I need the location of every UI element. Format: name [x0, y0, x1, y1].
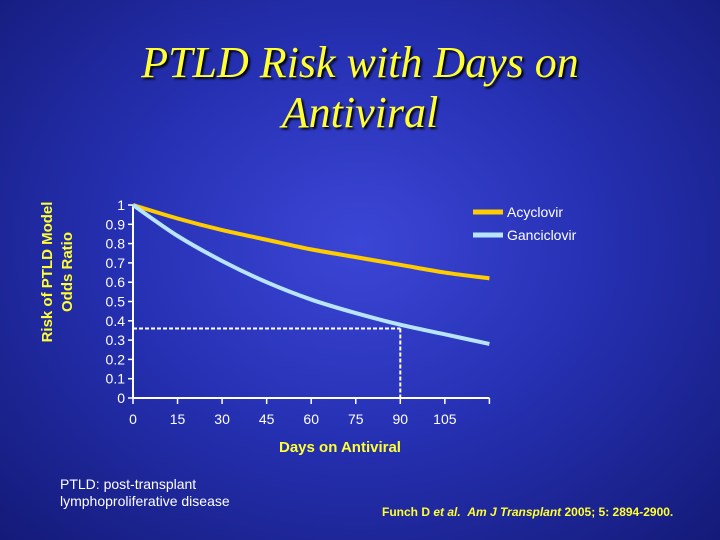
citation-details: 2005; 5: 2894-2900.: [561, 505, 674, 519]
series-line-acyclovir: [132, 203, 490, 281]
y-tick-label: 0.8: [106, 236, 126, 252]
legend-label-acyclovir: Acyclovir: [507, 204, 563, 220]
legend-label-ganciclovir: Ganciclovir: [507, 227, 577, 243]
slide-title-line-1: PTLD Risk with Days on: [141, 38, 579, 87]
y-tick-label: 0.1: [106, 371, 126, 387]
y-tick-label: 0: [117, 390, 125, 406]
series-line-ganciclovir: [131, 203, 490, 346]
x-tick-label: 45: [259, 411, 275, 427]
x-tick-label: 60: [303, 411, 319, 427]
y-tick-label: 0.6: [106, 274, 126, 290]
y-axis-label-line-2: Odds Ratio: [59, 232, 76, 312]
slide-title-line-2: Antiviral: [281, 88, 439, 137]
x-tick-label: 90: [393, 411, 409, 427]
footnote-line-2: lymphoproliferative disease: [60, 493, 230, 509]
citation: Funch D et al. Am J Transplant 2005; 5: …: [382, 505, 673, 519]
y-tick-label: 0.4: [106, 313, 126, 329]
x-tick-label: 15: [170, 411, 186, 427]
x-axis-label: Days on Antiviral: [279, 439, 401, 456]
y-tick-label: 0.7: [106, 255, 126, 271]
footnote-line-1: PTLD: post-transplant: [60, 476, 197, 492]
legend: Acyclovir Ganciclovir: [473, 204, 577, 243]
y-tick-label: 0.5: [106, 294, 126, 310]
x-tick-label: 105: [433, 411, 457, 427]
y-tick-label: 1: [117, 197, 125, 213]
y-tick-label: 0.9: [106, 216, 126, 232]
plot-area: 0 0.1 0.2 0.3 0.4 0.5 0.6 0.7 0.8 0.9 1 0 15 30 45 60 75…: [106, 197, 491, 427]
citation-etal: et al.: [433, 505, 461, 519]
y-axis-label-line-1: Risk of PTLD Model: [39, 202, 56, 343]
x-tick-label: 0: [129, 411, 137, 427]
y-tick-label: 0.3: [106, 332, 126, 348]
x-tick-label: 30: [214, 411, 230, 427]
slide-title: PTLD Risk with Days on Antiviral: [0, 38, 720, 138]
citation-journal: Am J Transplant: [467, 505, 562, 519]
y-tick-label: 0.2: [106, 351, 126, 367]
x-tick-label: 75: [348, 411, 364, 427]
footnote: PTLD: post-transplant lymphoproliferativ…: [60, 476, 280, 510]
citation-author: Funch D: [382, 505, 434, 519]
